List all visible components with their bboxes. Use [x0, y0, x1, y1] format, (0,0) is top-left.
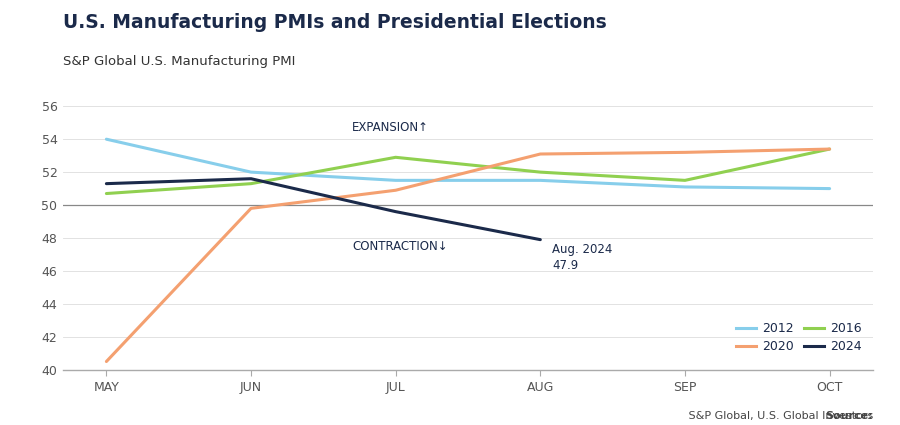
Text: S&P Global U.S. Manufacturing PMI: S&P Global U.S. Manufacturing PMI [63, 55, 295, 68]
Text: U.S. Manufacturing PMIs and Presidential Elections: U.S. Manufacturing PMIs and Presidential… [63, 13, 607, 32]
Legend: 2012, 2020, 2016, 2024: 2012, 2020, 2016, 2024 [731, 317, 867, 358]
Text: Source:: Source: [825, 411, 873, 421]
Text: Aug. 2024
47.9: Aug. 2024 47.9 [552, 243, 612, 272]
Text: EXPANSION↑: EXPANSION↑ [352, 121, 429, 134]
Text: CONTRACTION↓: CONTRACTION↓ [352, 240, 448, 253]
Text: S&P Global, U.S. Global Investors: S&P Global, U.S. Global Investors [685, 411, 873, 421]
